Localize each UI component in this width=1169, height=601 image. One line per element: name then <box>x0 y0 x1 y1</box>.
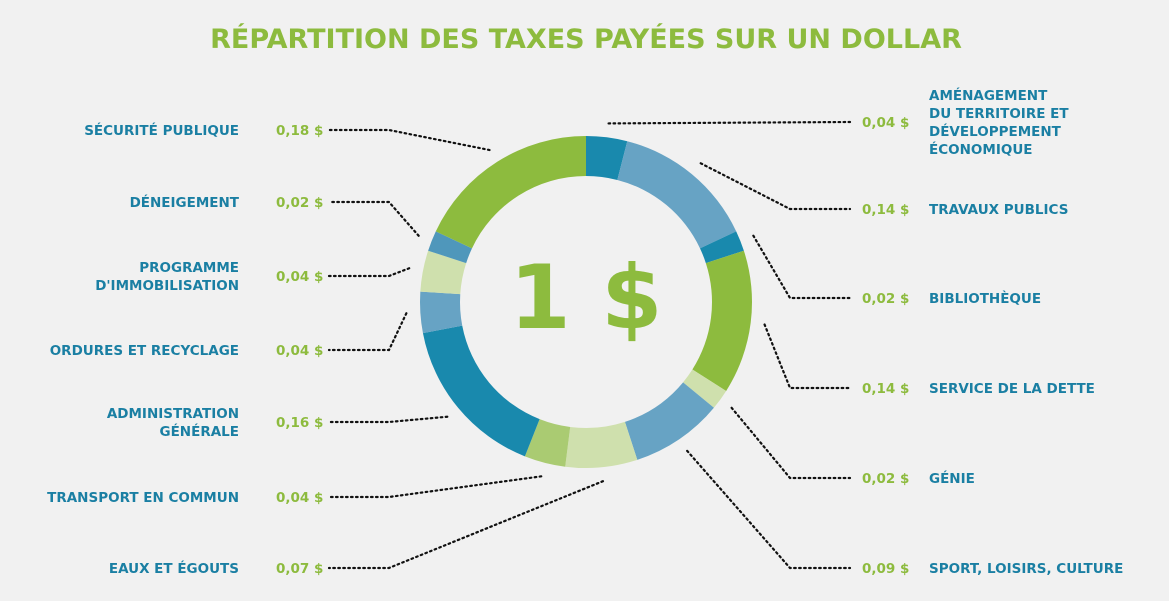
slice-genie <box>683 369 727 408</box>
leader-ordures-et-recyclage <box>327 312 408 352</box>
slice-service-de-la-dette <box>692 250 752 391</box>
leader-lines <box>327 120 852 570</box>
value-label-travaux-publics: 0,14 $ <box>862 202 909 218</box>
donut-ring <box>420 136 752 468</box>
slice-administration-generale <box>422 325 540 457</box>
category-label-sport-loisirs-culture: SPORT, LOISIRS, CULTURE <box>929 561 1123 577</box>
leader-sport-loisirs-culture <box>686 449 852 570</box>
leader-bibliotheque <box>752 234 852 300</box>
category-label-deneigement: DÉNEIGEMENT <box>130 194 240 211</box>
center-label: 1 $ <box>509 246 662 349</box>
slice-labels: 0,04 $ AMÉNAGEMENT DU TERRITOIRE ET DÉVELOP… <box>47 87 1123 577</box>
leader-deneigement <box>327 200 420 237</box>
category-label-ordures-et-recyclage: ORDURES ET RECYCLAGE <box>50 343 239 359</box>
value-label-programme-d-immobilisation: 0,04 $ <box>276 269 323 285</box>
category-label-eaux-et-egouts: EAUX ET ÉGOUTS <box>109 560 239 577</box>
slice-securite-publique <box>435 136 586 249</box>
value-label-amenagement-du-territoire-et-developpement-economique: 0,04 $ <box>862 115 909 131</box>
leader-programme-d-immobilisation <box>327 267 411 278</box>
leader-service-de-la-dette <box>763 323 852 390</box>
slice-amenagement-du-territoire-et-developpement-economique <box>586 136 628 180</box>
category-label-bibliotheque: BIBLIOTHÈQUE <box>929 290 1041 307</box>
value-label-bibliotheque: 0,02 $ <box>862 291 909 307</box>
category-label-service-de-la-dette: SERVICE DE LA DETTE <box>929 381 1095 397</box>
slice-transport-en-commun <box>524 419 571 467</box>
slice-sport-loisirs-culture <box>624 382 714 460</box>
leader-administration-generale <box>327 415 449 424</box>
value-label-deneigement: 0,02 $ <box>276 195 323 211</box>
leader-securite-publique <box>327 128 491 152</box>
value-label-transport-en-commun: 0,04 $ <box>276 490 323 506</box>
slice-bibliotheque <box>700 231 744 264</box>
category-label-amenagement-du-territoire-et-developpement-economique: AMÉNAGEMENT DU TERRITOIRE ET DÉVELOPPEMENT… <box>929 87 1069 158</box>
slice-eaux-et-egouts <box>565 421 638 468</box>
category-label-genie: GÉNIE <box>929 470 975 487</box>
value-label-administration-generale: 0,16 $ <box>276 415 323 431</box>
value-label-sport-loisirs-culture: 0,09 $ <box>862 561 909 577</box>
slice-deneigement <box>428 231 472 264</box>
leader-travaux-publics <box>699 162 852 211</box>
category-label-programme-d-immobilisation: PROGRAMME D'IMMOBILISATION <box>95 260 239 294</box>
leader-genie <box>730 406 852 480</box>
category-label-securite-publique: SÉCURITÉ PUBLIQUE <box>84 122 239 139</box>
value-label-eaux-et-egouts: 0,07 $ <box>276 561 323 577</box>
value-label-securite-publique: 0,18 $ <box>276 123 323 139</box>
value-label-service-de-la-dette: 0,14 $ <box>862 381 909 397</box>
chart-title: RÉPARTITION DES TAXES PAYÉES SUR UN DOLL… <box>210 23 962 55</box>
category-label-travaux-publics: TRAVAUX PUBLICS <box>929 202 1068 218</box>
leader-transport-en-commun <box>327 475 543 499</box>
category-label-transport-en-commun: TRANSPORT EN COMMUN <box>47 490 239 506</box>
slice-ordures-et-recyclage <box>420 291 463 334</box>
leader-amenagement-du-territoire-et-developpement-economique <box>607 120 852 125</box>
slice-programme-d-immobilisation <box>420 250 467 295</box>
category-label-administration-generale: ADMINISTRATION GÉNÉRALE <box>107 406 239 440</box>
value-label-ordures-et-recyclage: 0,04 $ <box>276 343 323 359</box>
leader-eaux-et-egouts <box>327 480 605 570</box>
slice-travaux-publics <box>617 141 737 249</box>
value-label-genie: 0,02 $ <box>862 471 909 487</box>
